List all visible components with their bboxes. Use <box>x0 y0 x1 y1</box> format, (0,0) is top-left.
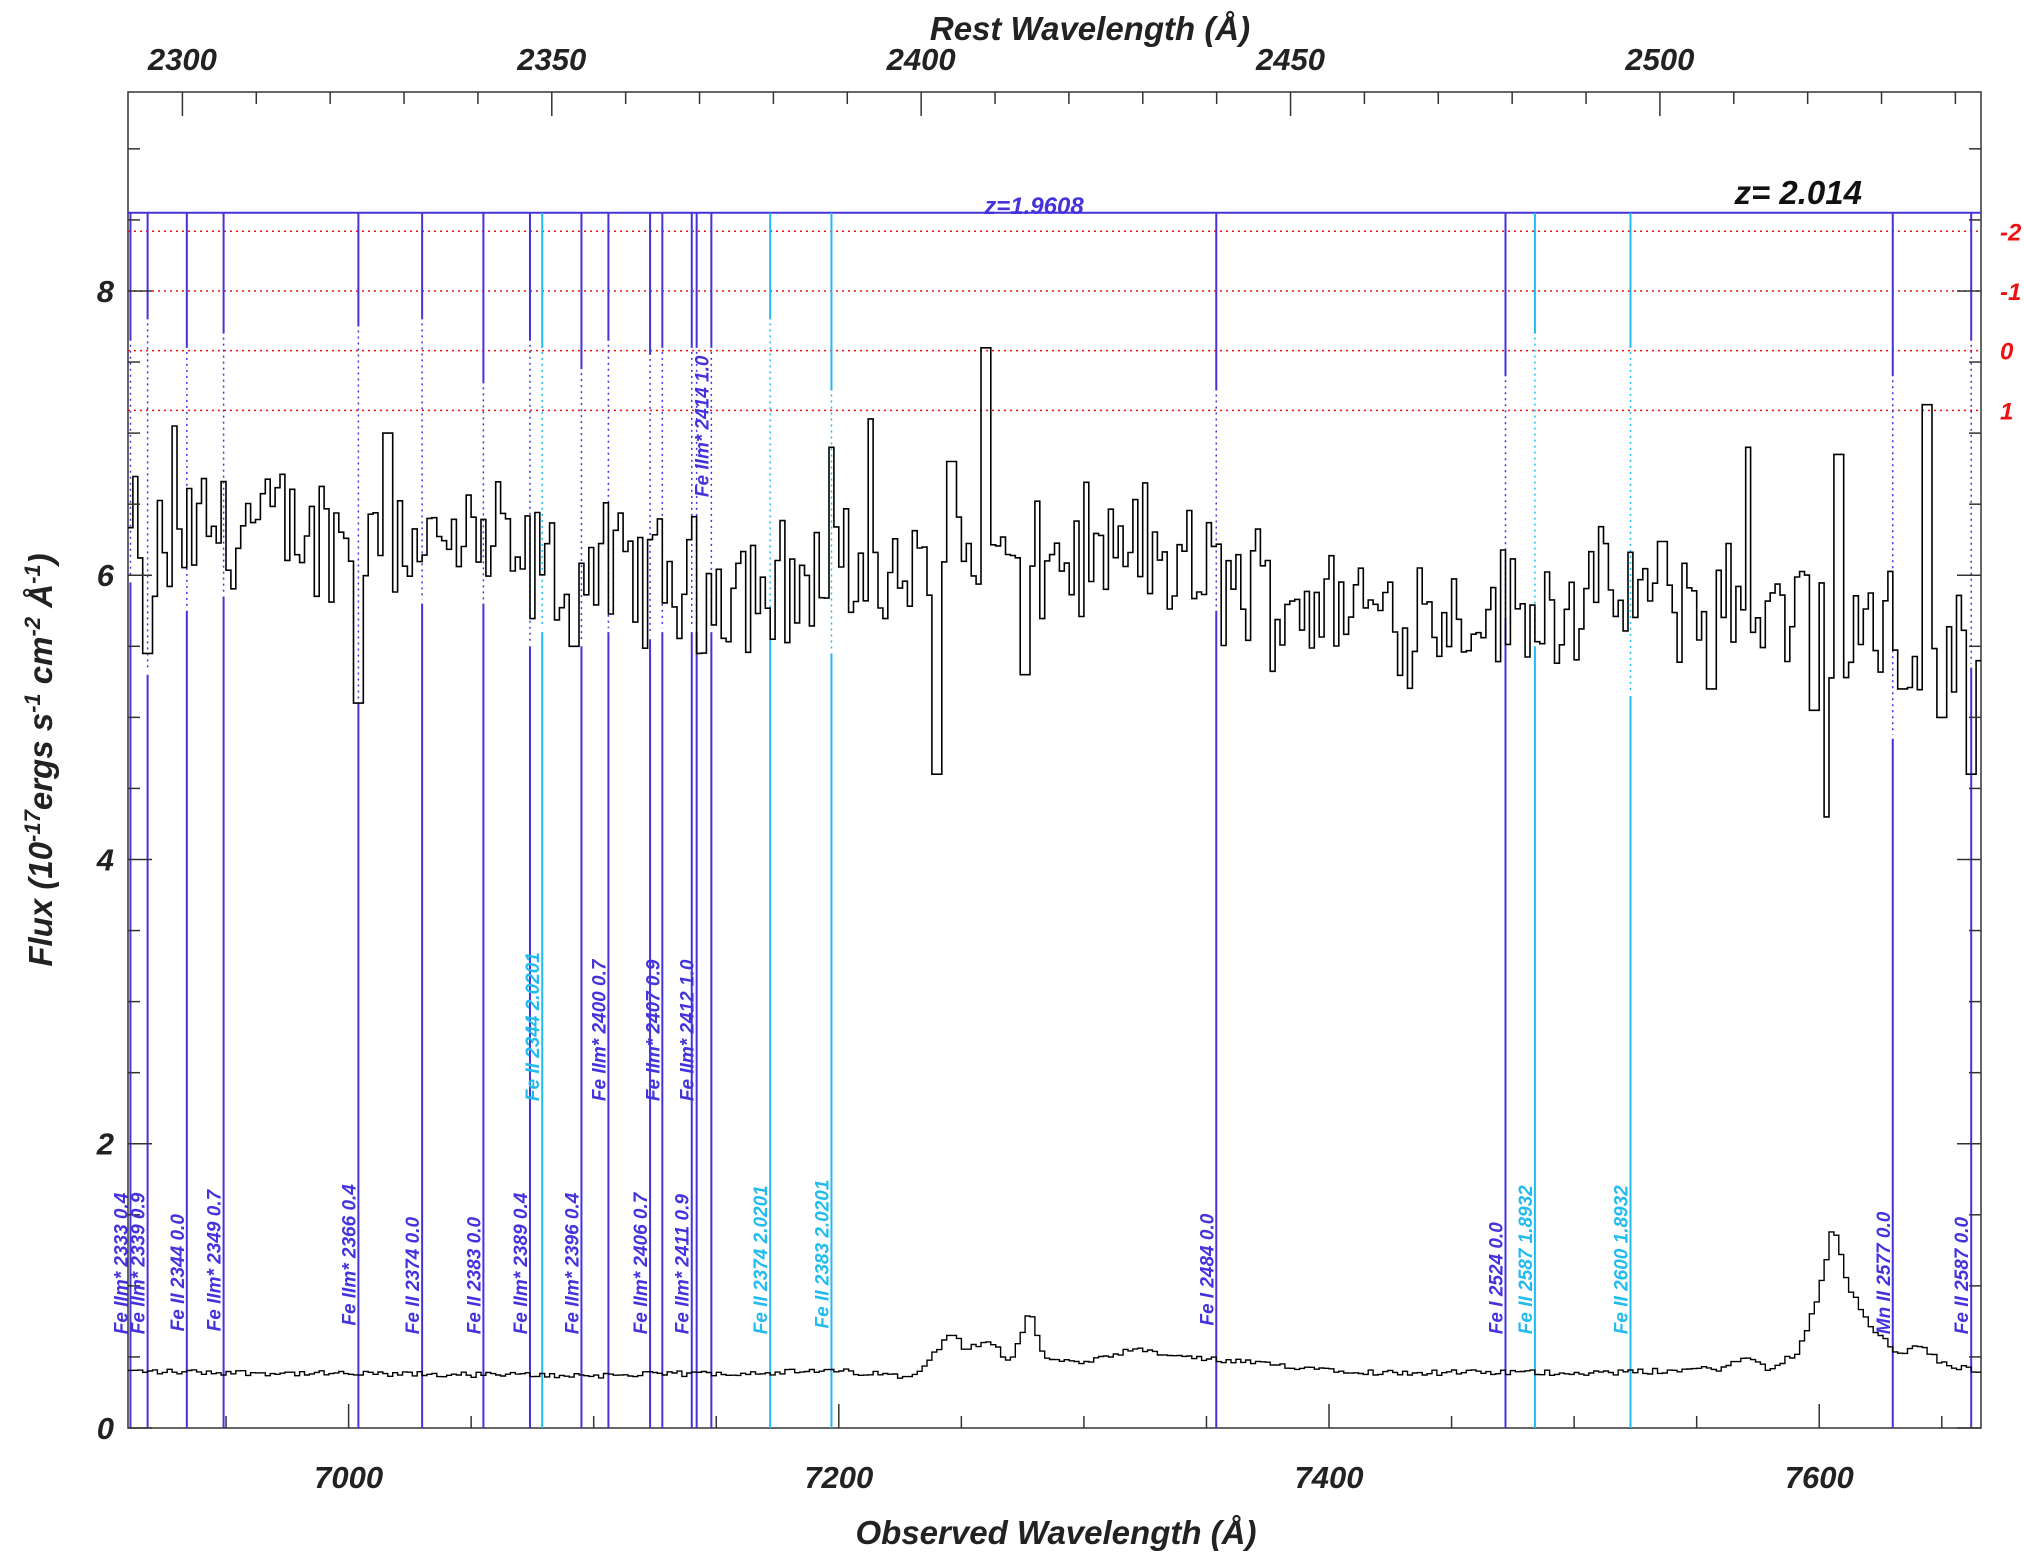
y-axis-title-post: ) <box>22 553 59 567</box>
rest-tick-label: 2500 <box>1624 42 1694 77</box>
system-redshift-label: z= 2.014 <box>1733 174 1862 211</box>
rest-tick-label: 2350 <box>516 42 586 77</box>
line-label: Fe IIm* 2396 0.4 <box>562 1192 583 1334</box>
y-tick-label: 2 <box>96 1127 114 1162</box>
line-label: Fe IIm* 2366 0.4 <box>339 1184 360 1326</box>
line-label: Fe I 2524 0.0 <box>1486 1222 1507 1334</box>
axis-ticks: 7000 7200 7400 7600 0 2 4 6 8 2300 2350 2400 2450 250… <box>96 42 1981 1495</box>
y-axis-title-sup2: -1 <box>20 693 45 713</box>
rest-tick-label: 2450 <box>1255 42 1325 77</box>
line-label: Fe I 2484 0.0 <box>1197 1213 1218 1325</box>
absorber-redshift-label: z=1.9608 <box>983 193 1084 220</box>
line-label: Fe II 2374 0.0 <box>403 1217 424 1335</box>
rest-tick-label: 2400 <box>886 42 956 77</box>
y-axis-title: Flux (10-17ergs s-1 cm-2 Å-1) <box>20 553 59 966</box>
y-tick-label: 4 <box>96 842 114 877</box>
sigma-level-label: 1 <box>2000 398 2013 425</box>
y-axis-title-pre: Flux (10 <box>22 841 59 966</box>
sigma-level-label: 0 <box>2000 339 2014 366</box>
line-label: Fe II 2587 1.8932 <box>1516 1185 1537 1334</box>
flux-spectrum <box>128 347 1981 818</box>
spectrum-traces <box>128 347 1981 1379</box>
line-label: Fe II 2587 0.0 <box>1952 1217 1973 1335</box>
line-label: Fe IIm* 2414 1.0 <box>692 355 713 497</box>
line-label: Fe II 2383 2.0201 <box>812 1180 833 1329</box>
rest-tick-label: 2300 <box>147 42 217 77</box>
sigma-levels: -2 -1 0 1 <box>128 211 2022 425</box>
y-tick-label: 6 <box>97 558 115 593</box>
line-label: Mn II 2577 0.0 <box>1874 1211 1895 1334</box>
x-tick-label: 7400 <box>1295 1460 1364 1495</box>
line-label: Fe IIm* 2407 0.9 <box>643 959 664 1101</box>
line-label: Fe II 2600 1.8932 <box>1611 1185 1632 1334</box>
line-label: Fe II 2383 0.0 <box>464 1217 485 1335</box>
line-label: Fe IIm* 2406 0.7 <box>631 1191 652 1334</box>
x-tick-label: 7200 <box>804 1460 873 1495</box>
plot-frame <box>127 91 1982 1429</box>
line-label: Fe IIm* 2349 0.7 <box>205 1188 226 1331</box>
line-label: Fe IIm* 2333 0.4 <box>111 1192 132 1334</box>
x-tick-label: 7000 <box>314 1460 383 1495</box>
line-label: Fe II 2344 0.0 <box>168 1214 189 1332</box>
absorption-line-markers <box>129 212 1973 1428</box>
line-label: Fe IIm* 2389 0.4 <box>511 1192 532 1334</box>
line-label: Fe IIm* 2339 0.9 <box>129 1192 150 1334</box>
line-label: Fe IIm* 2412 1.0 <box>678 959 699 1101</box>
sigma-level-label: -1 <box>2000 279 2021 306</box>
line-label: Fe IIm* 2411 0.9 <box>673 1194 694 1335</box>
y-axis-title-sup3: -2 <box>20 616 45 636</box>
top-axis-title: Rest Wavelength (Å) <box>930 10 1250 47</box>
line-label: Fe IIm* 2400 0.7 <box>589 958 610 1101</box>
x-axis-title: Observed Wavelength (Å) <box>856 1514 1257 1551</box>
sigma-level-label: -2 <box>2000 219 2022 246</box>
line-label: Fe II 2374 2.0201 <box>751 1185 772 1334</box>
y-axis-title-mid3: Å <box>22 584 59 617</box>
line-labels: Fe IIm* 2333 0.4Fe IIm* 2339 0.9 Fe II 23… <box>111 355 1973 1334</box>
y-axis-title-mid2: cm <box>22 636 59 693</box>
y-axis-title-sup4: -1 <box>20 564 45 584</box>
y-axis-title-mid1: ergs s <box>22 713 59 810</box>
y-tick-label: 0 <box>97 1411 114 1446</box>
error-spectrum <box>128 1231 1981 1379</box>
x-tick-label: 7600 <box>1785 1460 1854 1495</box>
y-tick-label: 8 <box>97 274 115 309</box>
line-label: Fe II 2344 2.0201 <box>523 952 544 1101</box>
y-axis-title-sup1: -17 <box>20 808 45 842</box>
